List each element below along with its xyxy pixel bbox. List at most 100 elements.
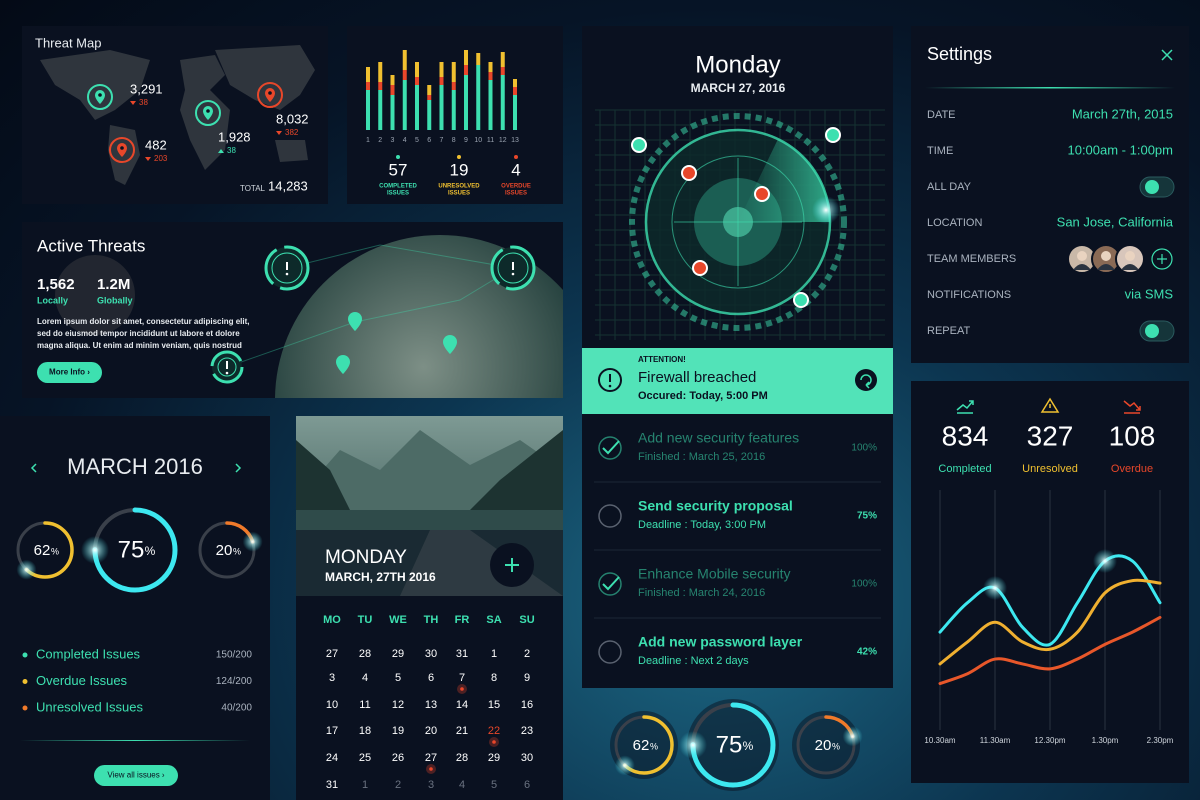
task-check[interactable] [598,640,622,664]
setting-value: 10:00am - 1:00pm [1067,142,1173,157]
task-percent: 42% [857,647,877,658]
bar-segment [402,80,407,130]
calendar-date-cell[interactable]: 18 [359,725,371,737]
radar-glow [812,196,840,224]
calendar-date-cell[interactable]: 19 [392,725,404,737]
calendar-date-cell[interactable]: 14 [456,699,468,711]
bar-segment [464,65,468,75]
gauge-glow [679,731,707,759]
check-mark [602,440,620,455]
pin [117,143,127,157]
calendar-date-cell[interactable]: 30 [425,648,437,660]
calendar-date-cell[interactable]: 29 [392,648,404,660]
add-member[interactable] [1151,248,1173,270]
calendar-date-cell[interactable]: 2 [395,779,401,791]
gauge-unit: % [51,546,59,556]
calendar-date-cell[interactable]: 27 [425,752,437,764]
calendar-date-cell[interactable]: 4 [362,672,368,684]
hud-line [226,244,515,368]
calendar-date-cell[interactable]: 5 [491,779,497,791]
calendar-date-cell[interactable]: 16 [521,699,533,711]
calendar-date-cell[interactable]: 27 [326,648,338,660]
calendar-day: MONDAY [325,547,407,568]
task-check[interactable] [598,504,622,528]
issues-button[interactable] [94,765,178,786]
continent [275,140,308,162]
bar-segment [402,50,407,70]
calendar-date-cell[interactable]: 8 [491,672,497,684]
prev-month[interactable] [30,463,37,473]
gauge-glow [614,755,635,776]
calendar-date-cell[interactable]: 28 [456,752,468,764]
map-change: 382 [285,128,299,137]
calendar-date-cell[interactable]: 30 [521,752,533,764]
bar-segment [451,90,456,130]
map-change: 38 [227,146,236,155]
month-title: MARCH 2016 [67,454,203,479]
x-tick-label: 10.30am [924,736,955,745]
calendar-date-cell[interactable]: 6 [524,779,530,791]
avatar-face [1077,251,1087,261]
calendar-date-cell[interactable]: 25 [359,752,371,764]
next-month[interactable] [235,463,242,473]
stat-icon [1040,397,1060,413]
calendar-date-cell[interactable]: 28 [359,648,371,660]
bar-segment [439,85,444,130]
calendar-date-cell[interactable]: 3 [428,779,434,791]
task-check[interactable] [598,572,622,596]
gauge-glow [242,531,263,552]
panel [0,416,270,800]
bar-segment [402,70,407,80]
calendar-date-cell[interactable]: 24 [326,752,338,764]
more-button[interactable] [37,362,102,383]
calendar-date-cell[interactable]: 20 [425,725,437,737]
bar-segment [488,80,493,130]
calendar-date-cell[interactable]: 11 [359,699,370,711]
calendar-date-cell[interactable]: 2 [524,648,530,660]
summary-value: 4 [511,160,520,179]
calendar-date-cell[interactable]: 10 [326,699,338,711]
hud-ring [271,252,303,284]
calendar-date-cell[interactable]: 4 [459,779,465,791]
close-icon[interactable] [1161,49,1173,61]
threat-body: sed do eiusmod tempor incididunt ut labo… [37,329,240,338]
avatar-body [1073,264,1091,270]
calendar-date-cell[interactable]: 31 [456,648,468,660]
calendar-date-cell[interactable]: 1 [362,779,368,791]
calendar-date-cell[interactable]: 31 [326,779,338,791]
weekday: SA [486,614,501,626]
calendar-date-cell[interactable]: 17 [326,725,338,737]
alert-banner [582,348,893,414]
check-mark [602,576,620,591]
calendar-date-cell[interactable]: 1 [491,648,497,660]
series-line [938,578,1162,666]
event-glow [457,684,467,694]
avatar-body [1097,264,1115,270]
calendar-date-cell[interactable]: 6 [428,672,434,684]
alert-action[interactable] [855,369,877,391]
calendar-date-cell[interactable]: 29 [488,752,500,764]
pin-ring [195,100,221,126]
stat-label: Overdue [1111,463,1153,475]
bar-segment [366,67,370,82]
calendar-date-cell[interactable]: 9 [524,672,530,684]
radar-blip [793,292,809,308]
calendar-date-cell[interactable]: 26 [392,752,404,764]
calendar-date-cell[interactable]: 23 [521,725,533,737]
task-title: Add new password layer [638,634,803,650]
calendar-date: MARCH, 27TH 2016 [325,570,436,584]
calendar-date-cell[interactable]: 3 [329,672,335,684]
calendar-date-cell[interactable]: 12 [392,699,404,711]
calendar-date-cell[interactable]: 13 [425,699,437,711]
map-value: 8,032 [276,111,309,126]
calendar-date-cell[interactable]: 7 [459,672,465,684]
calendar-date-cell[interactable]: 21 [456,725,468,737]
hud-mark [511,272,515,276]
calendar-date-cell[interactable]: 5 [395,672,401,684]
setting-label: REPEAT [927,325,970,337]
radar-blip [754,186,770,202]
calendar-date-cell[interactable]: 15 [488,699,500,711]
x-tick-label: 12.30pm [1034,736,1065,745]
task-check[interactable] [598,436,622,460]
calendar-date-cell[interactable]: 22 [488,725,500,737]
